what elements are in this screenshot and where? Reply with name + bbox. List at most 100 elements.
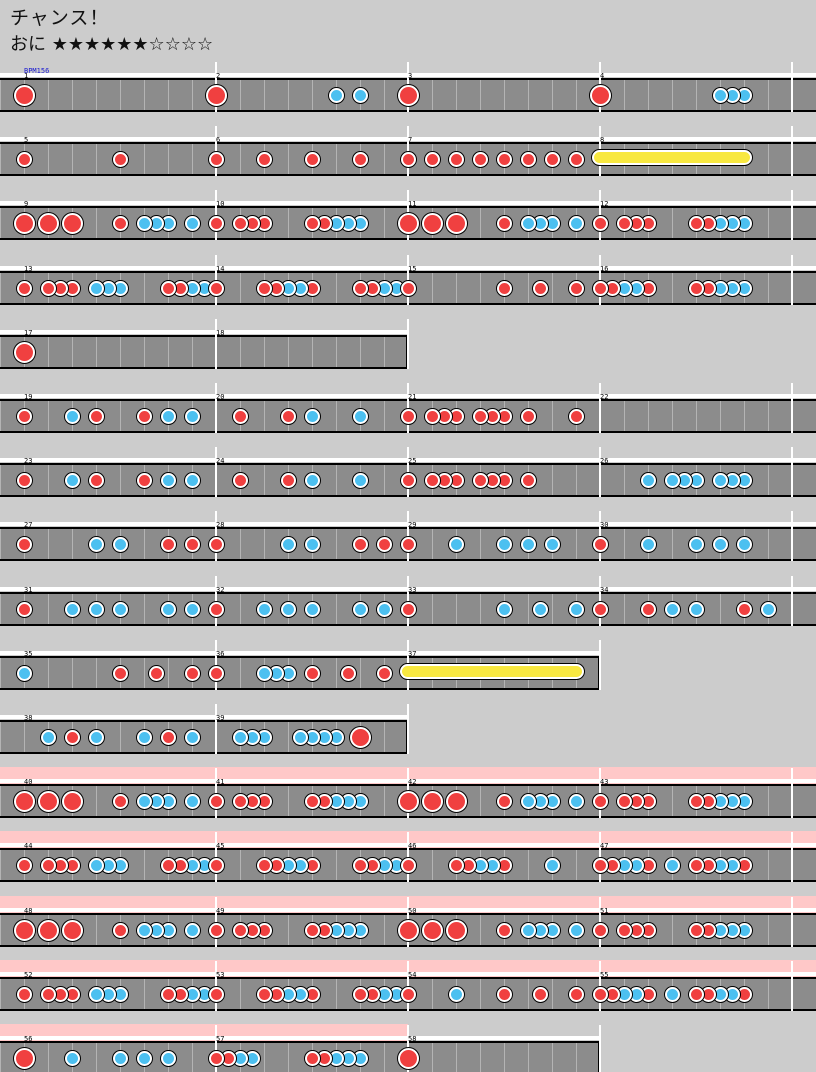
- beat-line: [264, 80, 265, 110]
- ka-note: [664, 601, 680, 617]
- chart-row: 31 32 33 34: [0, 576, 816, 640]
- ka-note: [304, 408, 320, 424]
- don-note: [424, 408, 440, 424]
- don-note: [400, 986, 416, 1002]
- bar-line-end: [407, 704, 409, 754]
- bar-number: 53: [216, 971, 225, 979]
- bar-line-end: [407, 319, 409, 369]
- beat-line: [240, 529, 241, 559]
- note-lane: [0, 1041, 600, 1072]
- beat-line: [624, 401, 625, 431]
- beat-line: [720, 594, 721, 624]
- bar-line: [599, 576, 601, 626]
- beat-line: [288, 1043, 289, 1072]
- bar-line: [215, 1025, 217, 1072]
- don-note: [340, 665, 356, 681]
- don-note: [400, 280, 416, 296]
- ka-note: [184, 729, 200, 745]
- don-note: [160, 280, 176, 296]
- beat-line: [480, 529, 481, 559]
- ka-note: [532, 601, 548, 617]
- don-note: [400, 472, 416, 488]
- ka-note: [16, 665, 32, 681]
- beat-line: [0, 273, 1, 303]
- don-note: [496, 922, 512, 938]
- beat-line: [480, 786, 481, 816]
- don-note: [112, 151, 128, 167]
- ka-note: [112, 536, 128, 552]
- bar-line-end: [791, 190, 793, 240]
- bar-number: 13: [24, 265, 33, 273]
- beat-line: [696, 80, 697, 110]
- bar-number: 27: [24, 521, 33, 529]
- bar-number: 7: [408, 136, 413, 144]
- beat-line: [672, 915, 673, 945]
- don-note: [568, 408, 584, 424]
- beat-line: [144, 273, 145, 303]
- bar-number: 9: [24, 200, 29, 208]
- ka-note: [304, 601, 320, 617]
- beat-line: [768, 786, 769, 816]
- beat-line: [240, 337, 241, 367]
- bar-line-end: [791, 961, 793, 1011]
- ka-note: [664, 857, 680, 873]
- don-note: [184, 536, 200, 552]
- ka-note: [328, 87, 344, 103]
- don-note: [544, 151, 560, 167]
- beat-line: [240, 80, 241, 110]
- don-note: [472, 151, 488, 167]
- ka-note: [280, 601, 296, 617]
- don-note: [688, 922, 704, 938]
- beat-line: [768, 850, 769, 880]
- don-note: [16, 857, 32, 873]
- bar-line: [215, 897, 217, 947]
- don-note: [448, 857, 464, 873]
- beat-line: [360, 337, 361, 367]
- ka-note: [520, 793, 536, 809]
- ka-note: [544, 857, 560, 873]
- don-note: [496, 793, 512, 809]
- don-note: [532, 986, 548, 1002]
- beat-line: [768, 208, 769, 238]
- beat-line: [144, 979, 145, 1009]
- don-note: [352, 536, 368, 552]
- don-note: [736, 601, 752, 617]
- bar-line-end: [791, 832, 793, 882]
- bpm-label: BPM156: [24, 67, 50, 75]
- ka-note: [136, 793, 152, 809]
- lane-top-line: [0, 715, 408, 719]
- beat-line: [48, 80, 49, 110]
- ka-note: [688, 536, 704, 552]
- ka-note: [568, 601, 584, 617]
- beat-line: [168, 144, 169, 174]
- beat-line: [432, 529, 433, 559]
- beat-line: [96, 80, 97, 110]
- ka-note: [112, 601, 128, 617]
- beat-line: [336, 337, 337, 367]
- ka-note: [640, 536, 656, 552]
- don-note: [208, 280, 224, 296]
- don-note: [472, 408, 488, 424]
- don-note: [16, 601, 32, 617]
- beat-line: [264, 529, 265, 559]
- bar-number: 52: [24, 971, 33, 979]
- beat-line: [672, 208, 673, 238]
- ka-note: [112, 1050, 128, 1066]
- don-note: [112, 922, 128, 938]
- ka-note: [712, 87, 728, 103]
- bar-number: 43: [600, 778, 609, 786]
- don-note: [496, 215, 512, 231]
- bar-number: 15: [408, 265, 417, 273]
- ka-note: [568, 215, 584, 231]
- beat-line: [312, 80, 313, 110]
- beat-line: [336, 979, 337, 1009]
- beat-line: [504, 80, 505, 110]
- don-note: [592, 536, 608, 552]
- don-big-note: [13, 341, 35, 363]
- don-note: [208, 215, 224, 231]
- beat-line: [48, 465, 49, 495]
- bar-line: [407, 576, 409, 626]
- beat-line: [528, 850, 529, 880]
- beat-line: [576, 529, 577, 559]
- chart-row: 17 18: [0, 319, 816, 383]
